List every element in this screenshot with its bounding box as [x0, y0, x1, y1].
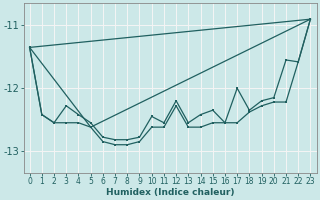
X-axis label: Humidex (Indice chaleur): Humidex (Indice chaleur)	[106, 188, 234, 197]
